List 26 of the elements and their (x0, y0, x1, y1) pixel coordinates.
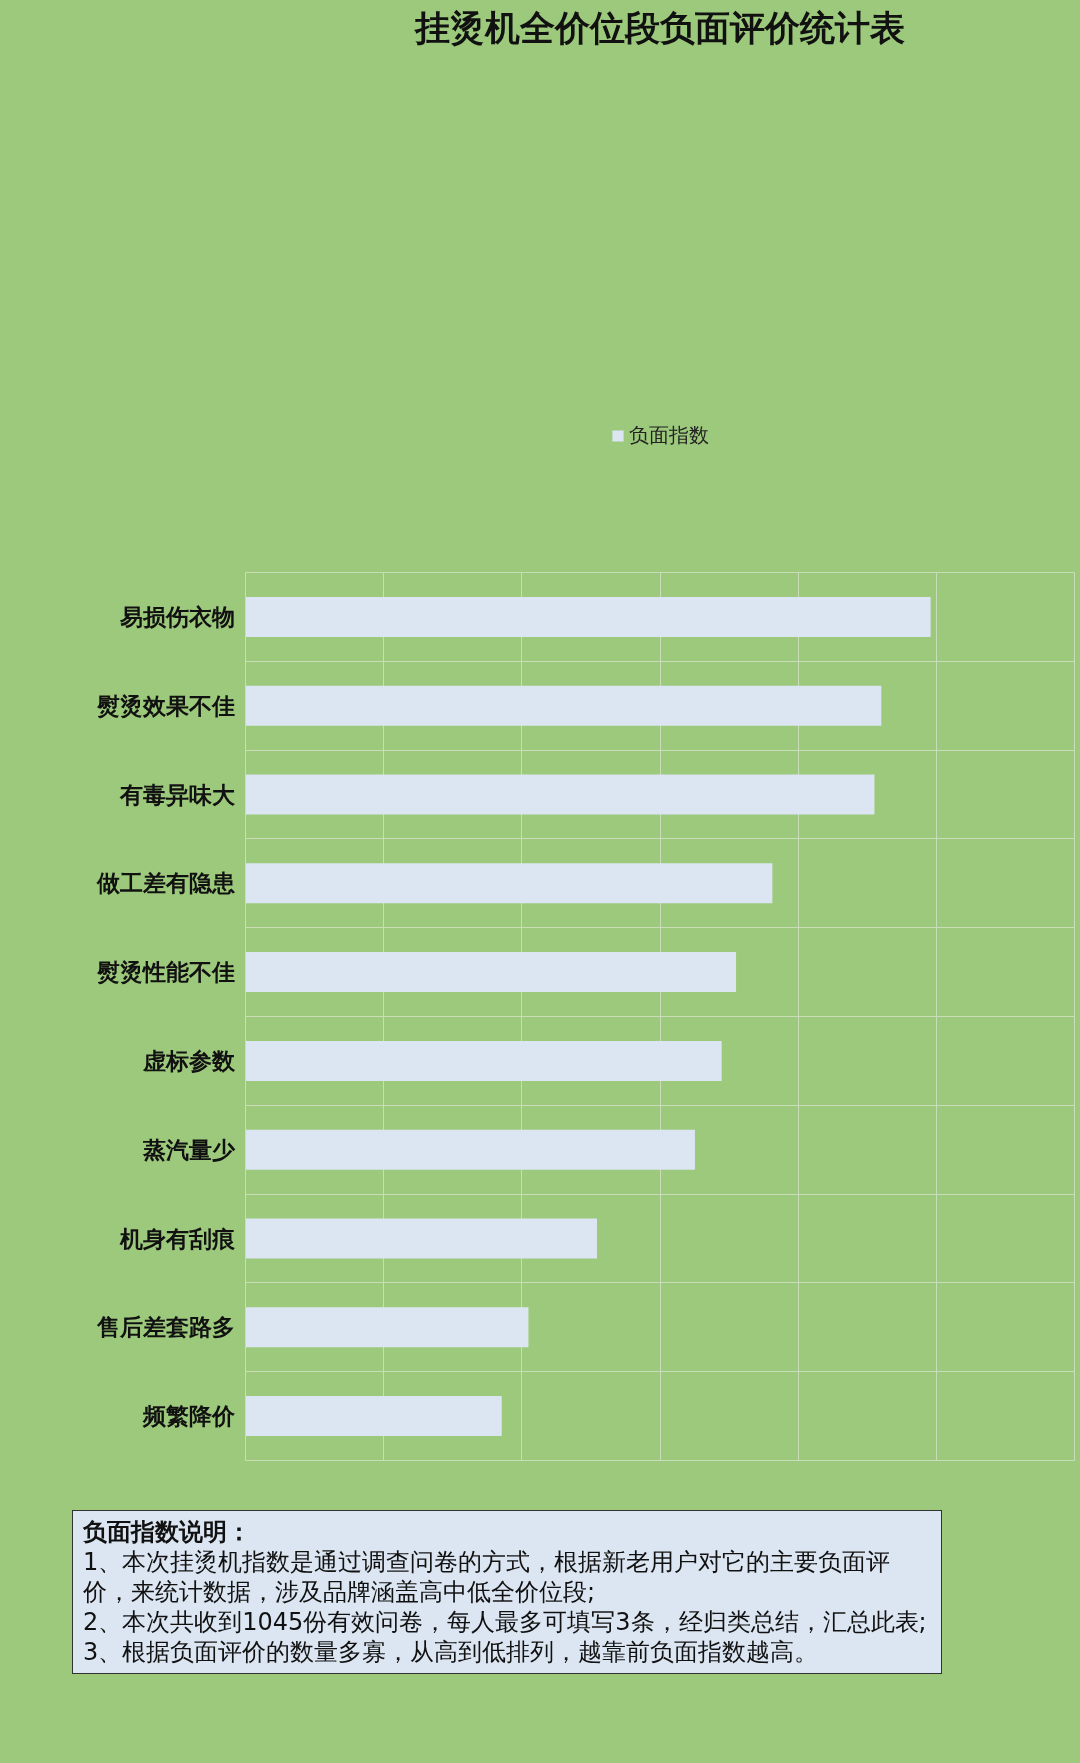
y-tick-label: 虚标参数 (141, 1047, 236, 1074)
bar (245, 1129, 695, 1170)
y-tick-label: 有毒异味大 (118, 781, 236, 808)
y-tick-label: 机身有刮痕 (118, 1225, 236, 1252)
chart-title: 挂烫机全价位段负面评价统计表 (413, 7, 905, 48)
text: 1、本次挂烫机指数是通过调查问卷的方式，根据新老用户对它的主要负面评价，来统计数据，涉及品牌涵盖高中低全价位段; (83, 1547, 892, 1607)
y-tick-label: 熨烫性能不佳 (95, 959, 235, 986)
bar (245, 863, 773, 904)
y-tick-label: 售后差套路多 (95, 1314, 235, 1341)
bar (245, 1307, 529, 1348)
bar (245, 774, 875, 815)
bar (245, 1396, 502, 1437)
bar (245, 952, 737, 993)
bar (245, 596, 931, 637)
text: 负面指数说明： (83, 1517, 252, 1547)
bar (245, 1218, 597, 1259)
y-tick-label: 频繁降价 (141, 1403, 236, 1430)
y-tick-label: 易损伤衣物 (118, 603, 235, 630)
text: 2、本次共收到1045份有效问卷，每人最多可填写3条，经归类总结，汇总此表; (83, 1607, 928, 1637)
y-tick-label: 熨烫效果不佳 (95, 692, 235, 719)
y-tick-label: 蒸汽量少 (141, 1136, 236, 1163)
y-tick-label: 做工差有隐患 (95, 870, 235, 897)
legend-label: 负面指数 (629, 421, 709, 449)
bar (245, 1040, 722, 1081)
bar (245, 685, 882, 726)
text: 3、根据负面评价的数量多寡，从高到低排列，越靠前负面指数越高。 (83, 1637, 820, 1667)
